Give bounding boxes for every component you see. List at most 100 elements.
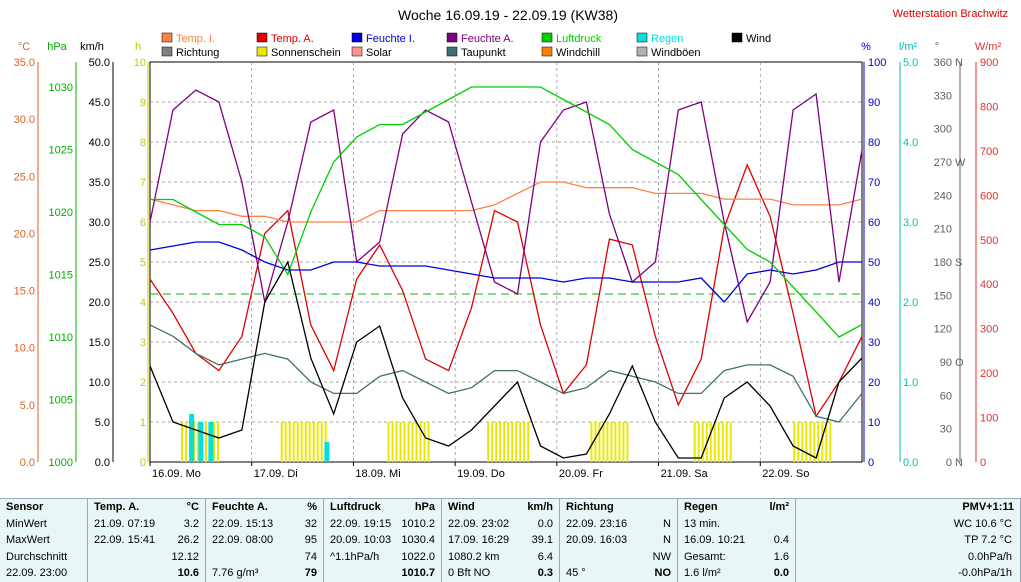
chart-axes: 16.09. Mo 17.09. Di 18.09. Mi 19.09. Do 20.0… xyxy=(14,41,1002,480)
table-row: 22.09. 15:13 32 xyxy=(206,516,323,533)
humidity-axis-tick-label: 90 xyxy=(868,97,880,109)
rain-axis-tick-label: 0.0 xyxy=(903,457,918,469)
direction-letter: O xyxy=(955,357,964,369)
sun-axis-tick-label: 8 xyxy=(140,137,146,149)
cell-value: 0.0 xyxy=(537,517,553,530)
direction-axis-tick-label: 150 xyxy=(934,290,952,302)
legend-swatch xyxy=(636,32,648,43)
humidity-axis-tick-label: 100 xyxy=(868,57,886,69)
wind-axis-unit-label: km/h xyxy=(80,41,104,53)
rain-axis-tick-label: 2.0 xyxy=(903,297,918,309)
cell-label: TP 7.2 °C xyxy=(964,534,1012,547)
cell-label: 22.09. 23:02 xyxy=(448,517,510,530)
cell-value: 1.6 xyxy=(773,550,789,563)
direction-axis-unit-label: ° xyxy=(935,41,939,53)
cell-label: 22.09. 15:41 xyxy=(94,534,156,547)
x-tick-label: 22.09. So xyxy=(762,468,809,480)
legend-swatch xyxy=(636,46,648,57)
x-tick-label: 19.09. Do xyxy=(457,468,505,480)
cell-value: 39.1 xyxy=(531,534,553,547)
column-unit: °C xyxy=(186,501,199,513)
legend-swatch xyxy=(351,32,363,43)
cell-label: Gesamt: xyxy=(684,550,726,563)
solar-axis-tick-label: 200 xyxy=(980,368,998,380)
cell-label: 21.09. 07:19 xyxy=(94,517,156,530)
column-title: Feuchte A. xyxy=(212,501,268,513)
table-row: 16.09. 10:21 0.4 xyxy=(678,532,795,549)
direction-axis-tick-label: 330 xyxy=(934,90,952,102)
direction-axis-tick-label: 30 xyxy=(940,424,952,436)
pressure-axis-tick-label: 1030 xyxy=(49,82,73,94)
legend-label: Windböen xyxy=(651,47,701,59)
cell-value: 1022.0 xyxy=(401,550,435,563)
legend-label: Feuchte A. xyxy=(461,33,514,45)
table-row: NW xyxy=(560,549,677,566)
table-row: TP 7.2 °C xyxy=(796,532,1020,549)
cell-label: 22.09. 15:13 xyxy=(212,517,274,530)
x-tick-label: 18.09. Mi xyxy=(355,468,400,480)
sun-axis-tick-label: 1 xyxy=(140,417,146,429)
table-row: 17.09. 16:29 39.1 xyxy=(442,532,559,549)
cell-value: 0.3 xyxy=(537,567,553,580)
column-title: Regen xyxy=(684,501,718,513)
series-line-feuchte-a- xyxy=(149,89,863,324)
table-header: Sensor xyxy=(0,499,87,516)
table-row: 0 Bft NO 0.3 xyxy=(442,565,559,582)
cell-label: 22.09. 23:16 xyxy=(566,517,628,530)
sun-axis-tick-label: 9 xyxy=(140,97,146,109)
table-row: 22.09. 15:41 26.2 xyxy=(88,532,205,549)
series-line-taupunkt xyxy=(149,324,863,423)
pressure-axis-tick-label: 1020 xyxy=(49,207,73,219)
table-column: Luftdruck hPa 22.09. 19:15 1010.2 20.09. 10:… xyxy=(324,499,442,582)
column-unit: hPa xyxy=(414,501,435,513)
table-row: MinWert xyxy=(0,516,87,533)
cell-label: WC 10.6 °C xyxy=(953,517,1012,530)
series-line-feuchte-i- xyxy=(149,241,862,303)
direction-axis-tick-label: 360 xyxy=(934,57,952,69)
rain-bar xyxy=(324,442,330,462)
humidity-axis-tick-label: 50 xyxy=(868,257,880,269)
wind-axis-tick-label: 50.0 xyxy=(89,57,110,69)
direction-letter: S xyxy=(955,257,962,269)
plot-area xyxy=(149,61,863,463)
cell-value: 6.4 xyxy=(537,550,553,563)
table-row: 7.76 g/m³ 79 xyxy=(206,565,323,582)
humidity-axis-tick-label: 80 xyxy=(868,137,880,149)
cell-label: Durchschnitt xyxy=(6,550,68,563)
pressure-axis-unit-label: hPa xyxy=(47,41,67,53)
table-row: 20.09. 10:03 1030.4 xyxy=(324,532,441,549)
cell-label: 22.09. 19:15 xyxy=(330,517,392,530)
humidity-axis-tick-label: 0 xyxy=(868,457,874,469)
cell-value: 79 xyxy=(304,567,317,580)
table-row: -0.0hPa/1h xyxy=(796,565,1020,582)
legend-swatch xyxy=(731,32,743,43)
table-row: 1080.2 km 6.4 xyxy=(442,549,559,566)
table-row: MaxWert xyxy=(0,532,87,549)
table-row: 45 ° NO xyxy=(560,565,677,582)
cell-label: 16.09. 10:21 xyxy=(684,534,746,547)
legend-label: Temp. I. xyxy=(176,33,215,45)
cell-value: NW xyxy=(652,550,671,563)
cell-label: -0.0hPa/1h xyxy=(958,567,1012,580)
table-column: Feuchte A.% 22.09. 15:13 32 22.09. 08:00 95 7… xyxy=(206,499,324,582)
rain-bar xyxy=(189,414,195,462)
x-tick-label: 17.09. Di xyxy=(254,468,298,480)
table-header: Temp. A. °C xyxy=(88,499,205,516)
temp-axis-tick-label: 10.0 xyxy=(14,343,35,355)
cell-label: 13 min. xyxy=(684,517,721,530)
wind-axis-tick-label: 20.0 xyxy=(89,297,110,309)
table-row: Gesamt: 1.6 xyxy=(678,549,795,566)
table-row: Durchschnitt xyxy=(0,549,87,566)
temp-axis-tick-label: 5.0 xyxy=(20,400,35,412)
solar-axis-tick-label: 700 xyxy=(980,146,998,158)
wind-axis-tick-label: 40.0 xyxy=(89,137,110,149)
column-unit: % xyxy=(307,501,317,513)
column-unit: km/h xyxy=(527,501,553,513)
solar-axis-tick-label: 100 xyxy=(980,413,998,425)
table-column: Richtung 22.09. 23:16 N 20.09. 16:03 N NW 45 °… xyxy=(560,499,678,582)
temp-axis-tick-label: 15.0 xyxy=(14,286,35,298)
solar-axis-unit-label: W/m² xyxy=(975,41,1002,53)
legend-label: Sonnenschein xyxy=(271,47,341,59)
temp-axis-tick-label: 20.0 xyxy=(14,228,35,240)
cell-value: N xyxy=(663,517,671,530)
